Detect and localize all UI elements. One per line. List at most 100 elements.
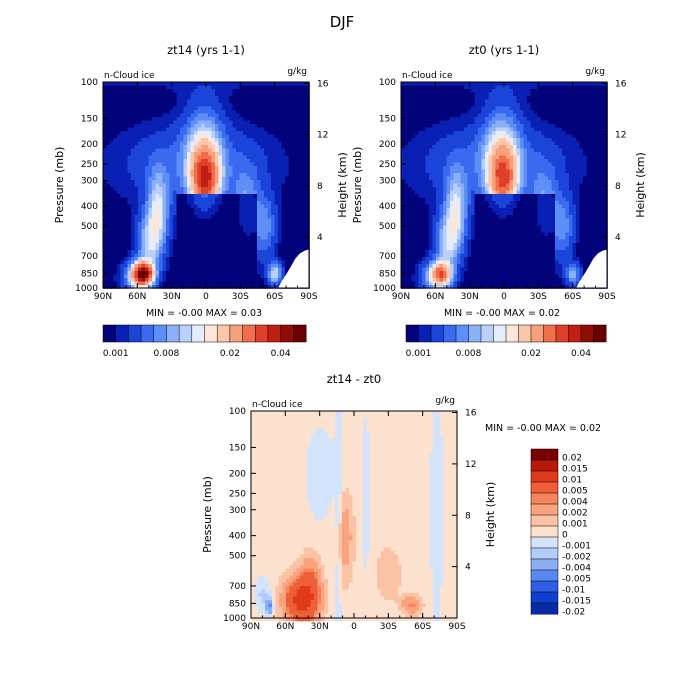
field-cell (117, 278, 121, 282)
field-cell (197, 253, 202, 258)
field-cell (492, 148, 496, 153)
field-cell (180, 176, 184, 181)
field-cell (306, 138, 310, 142)
field-cell (239, 201, 244, 205)
field-cell (401, 166, 405, 170)
field-cell (225, 190, 230, 195)
field-cell (159, 99, 163, 104)
field-cell (201, 124, 205, 128)
field-cell (271, 166, 275, 170)
field-cell (211, 113, 216, 118)
field-cell (183, 117, 188, 121)
field-cell (173, 285, 177, 289)
field-cell (506, 120, 510, 125)
field-cell (131, 197, 135, 202)
field-cell (236, 124, 240, 128)
field-cell (145, 232, 149, 237)
field-cell (281, 229, 286, 233)
field-cell (194, 239, 198, 244)
field-cell (215, 117, 219, 121)
field-cell (239, 141, 244, 146)
field-cell (246, 190, 251, 195)
field-cell (110, 92, 114, 97)
field-cell (260, 190, 265, 195)
field-cell (110, 169, 114, 174)
field-cell (236, 197, 240, 202)
field-cell (495, 148, 500, 153)
field-cell (155, 183, 160, 188)
field-cell (271, 260, 275, 265)
field-cell (436, 145, 440, 149)
field-cell (425, 127, 430, 132)
field-cell (218, 117, 223, 121)
field-cell (597, 127, 601, 132)
field-cell (474, 127, 479, 132)
field-cell (548, 99, 552, 104)
field-cell (513, 99, 517, 104)
field-cell (439, 127, 444, 132)
field-cell (288, 106, 293, 111)
field-cell (127, 155, 132, 160)
field-cell (306, 229, 310, 233)
field-cell (124, 201, 128, 205)
field-cell (306, 148, 310, 153)
field-cell (159, 159, 163, 163)
field-cell (576, 92, 580, 97)
field-cell (138, 166, 142, 170)
field-cell (110, 190, 114, 195)
field-cell (418, 99, 423, 104)
field-cell (401, 155, 405, 160)
field-cell (597, 103, 601, 107)
field-cell (201, 274, 205, 279)
field-cell (425, 159, 430, 163)
field-cell (579, 120, 584, 125)
field-cell (169, 92, 174, 97)
field-cell (257, 173, 261, 177)
field-cell (201, 92, 205, 97)
field-cell (204, 92, 209, 97)
field-cell (113, 236, 118, 240)
field-cell (222, 117, 226, 121)
field-cell (110, 141, 114, 146)
field-cell (204, 99, 209, 104)
field-cell (257, 229, 261, 233)
field-cell (166, 162, 170, 167)
field-cell (117, 103, 121, 107)
field-cell (166, 127, 170, 132)
field-cell (467, 148, 472, 153)
field-cell (590, 138, 594, 142)
field-cell (204, 131, 209, 135)
field-cell (492, 89, 496, 93)
field-cell (169, 96, 174, 100)
field-cell (152, 152, 156, 156)
field-cell (600, 99, 605, 104)
field-cell (565, 127, 570, 132)
field-cell (481, 117, 486, 121)
field-cell (274, 180, 279, 184)
field-cell (243, 253, 247, 258)
field-cell (597, 99, 601, 104)
field-cell (225, 155, 230, 160)
field-cell (495, 155, 500, 160)
field-cell (569, 89, 573, 93)
field-cell (250, 211, 254, 216)
field-cell (436, 82, 440, 86)
field-cell (117, 243, 121, 247)
field-cell (520, 103, 524, 107)
field-cell (285, 208, 289, 212)
field-cell (169, 250, 174, 254)
field-cell (281, 120, 286, 125)
field-cell (239, 260, 244, 265)
field-cell (583, 117, 587, 121)
field-cell (408, 148, 412, 153)
field-cell (180, 145, 184, 149)
field-cell (565, 155, 570, 160)
field-cell (502, 96, 507, 100)
field-cell (124, 176, 128, 181)
field-cell (415, 113, 419, 118)
field-cell (204, 267, 209, 272)
field-cell (218, 96, 223, 100)
field-cell (295, 246, 300, 251)
field-cell (145, 239, 149, 244)
field-cell (145, 110, 149, 114)
